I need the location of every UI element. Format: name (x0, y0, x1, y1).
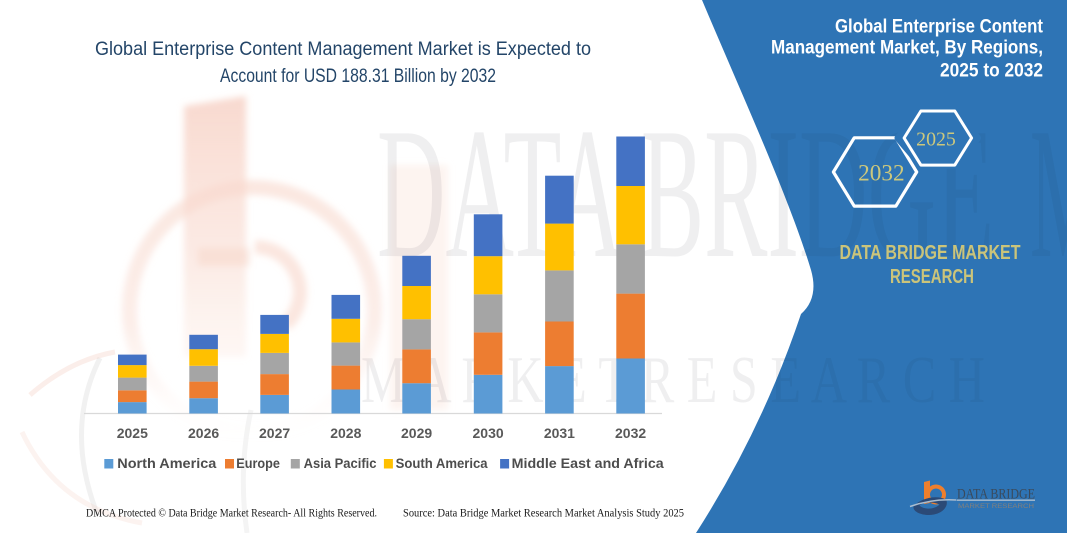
svg-text:2026: 2026 (188, 425, 219, 441)
svg-text:DATA BRIDGE MARKET: DATA BRIDGE MARKET (840, 242, 1021, 264)
svg-text:Europe: Europe (236, 456, 280, 471)
svg-text:South America: South America (396, 456, 489, 471)
svg-text:M: M (1030, 91, 1067, 298)
svg-text:Asia Pacific: Asia Pacific (304, 456, 377, 471)
svg-text:Source: Data Bridge Market Res: Source: Data Bridge Market Research Mark… (403, 508, 684, 520)
svg-text:2029: 2029 (401, 425, 432, 441)
svg-text:2028: 2028 (330, 425, 361, 441)
svg-text:2032: 2032 (858, 160, 905, 185)
svg-text:RESEARCH: RESEARCH (890, 266, 974, 288)
svg-text:2027: 2027 (259, 425, 290, 441)
svg-text:2025: 2025 (916, 129, 956, 151)
svg-text:Global Enterprise Content Mana: Global Enterprise Content Management Mar… (95, 39, 591, 60)
svg-text:Account for USD 188.31 Billion: Account for USD 188.31 Billion by 2032 (220, 66, 496, 87)
svg-text:MARKET RESEARCH: MARKET RESEARCH (958, 503, 1034, 510)
svg-text:Management Market, By Regions,: Management Market, By Regions, (771, 38, 1043, 59)
svg-text:2025 to 2032: 2025 to 2032 (940, 61, 1043, 82)
svg-text:2032: 2032 (615, 425, 646, 441)
svg-text:DMCA Protected © Data Bridge M: DMCA Protected © Data Bridge Market Rese… (86, 508, 377, 520)
svg-text:Middle East and Africa: Middle East and Africa (512, 456, 665, 471)
svg-text:2030: 2030 (473, 425, 504, 441)
svg-text:Global Enterprise Content: Global Enterprise Content (835, 16, 1044, 37)
svg-text:2031: 2031 (544, 425, 575, 441)
svg-text:2025: 2025 (117, 425, 148, 441)
svg-text:DATA BRIDGE: DATA BRIDGE (957, 486, 1035, 502)
svg-text:North America: North America (117, 456, 217, 471)
